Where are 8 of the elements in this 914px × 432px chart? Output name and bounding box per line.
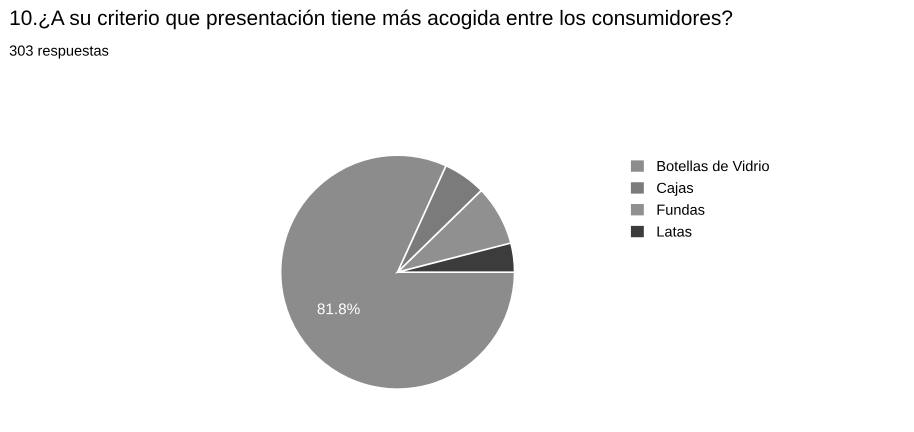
legend-label: Cajas — [657, 182, 694, 196]
legend-label: Botellas de Vidrio — [658, 160, 769, 172]
data-label: 81.8% — [318, 303, 360, 314]
pie-slice — [280, 154, 516, 390]
chart-title: 10.¿A su criterio que presentación tiene más acogida entre los consumidores? — [10, 10, 732, 30]
text: 303 respuestas — [10, 45, 108, 59]
legend-label: Fundas — [658, 204, 704, 215]
legend-label: Latas — [658, 226, 692, 237]
